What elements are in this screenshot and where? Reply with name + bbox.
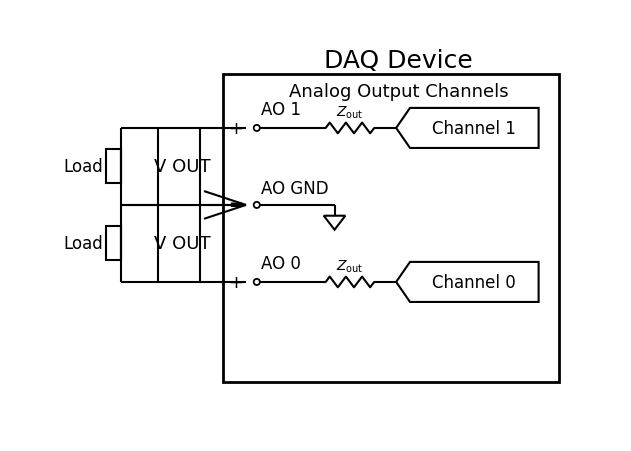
Text: Load: Load: [63, 235, 103, 253]
Text: DAQ Device: DAQ Device: [324, 49, 473, 73]
Text: $Z_\mathrm{out}$: $Z_\mathrm{out}$: [336, 105, 363, 121]
Bar: [246, 83, 257, 359]
Text: $Z_\mathrm{out}$: $Z_\mathrm{out}$: [336, 258, 363, 275]
Text: Channel 0: Channel 0: [432, 273, 516, 291]
Bar: [106, 227, 121, 261]
Text: −: −: [228, 198, 243, 216]
Text: Analog Output Channels: Analog Output Channels: [288, 83, 509, 101]
Circle shape: [254, 279, 260, 285]
Text: +: +: [228, 120, 243, 138]
Circle shape: [254, 202, 260, 208]
Text: V OUT: V OUT: [154, 158, 210, 176]
Bar: [223, 75, 558, 382]
Polygon shape: [396, 262, 539, 302]
Text: AO 1: AO 1: [261, 101, 300, 119]
Text: +: +: [228, 273, 243, 291]
Bar: [106, 150, 121, 184]
Text: AO 0: AO 0: [261, 254, 300, 272]
Polygon shape: [324, 216, 345, 230]
Text: Channel 1: Channel 1: [432, 120, 516, 138]
Polygon shape: [396, 109, 539, 149]
Bar: [158, 206, 200, 282]
Text: −: −: [228, 195, 243, 213]
Text: V OUT: V OUT: [154, 235, 210, 253]
Circle shape: [254, 125, 260, 132]
Text: Load: Load: [63, 158, 103, 176]
Text: AO GND: AO GND: [261, 180, 328, 198]
Bar: [158, 129, 200, 206]
